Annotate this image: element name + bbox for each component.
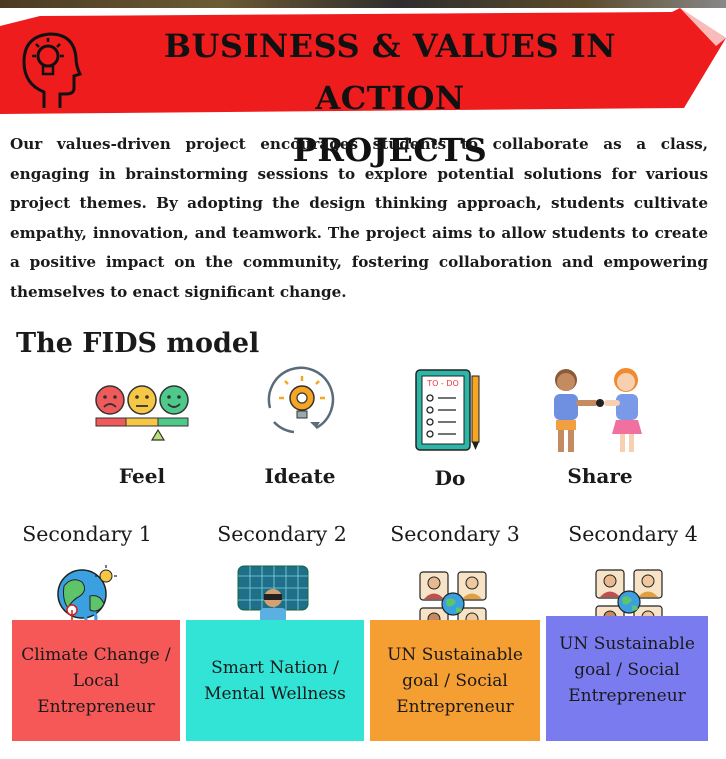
banner-title: BUSINESS & VALUES IN ACTION PROJECTS <box>90 20 690 176</box>
banner-title-line2: PROJECTS <box>292 131 488 169</box>
head-lightbulb-icon <box>22 32 83 108</box>
secondary-2-label: Secondary 2 <box>217 522 347 546</box>
secondary-4-topic-box: UN Sustainable goal / Social Entrepreneu… <box>546 616 708 741</box>
svg-text:TO - DO: TO - DO <box>426 379 459 388</box>
secondary-3-topic-box: UN Sustainable goal / Social Entrepreneu… <box>370 620 540 741</box>
fids-step-do: Do <box>434 466 466 490</box>
vr-person-icon <box>237 565 309 646</box>
banner-title-line1: BUSINESS & VALUES IN ACTION <box>163 27 617 117</box>
children-sharing-icon <box>554 368 642 452</box>
secondary-2-topic-box: Smart Nation / Mental Wellness <box>186 620 364 741</box>
title-banner: BUSINESS & VALUES IN ACTION PROJECTS <box>0 8 726 169</box>
earth-climate-icon <box>57 565 117 627</box>
secondary-4-label: Secondary 4 <box>568 522 698 546</box>
secondary-1-label: Secondary 1 <box>22 522 152 546</box>
fids-model-title: The FIDS model <box>16 328 260 359</box>
secondary-1-topic-box: Climate Change / Local Entrepreneur <box>12 620 180 741</box>
intro-paragraph: Our values-driven project encourages stu… <box>10 135 708 301</box>
secondary-4-topic: UN Sustainable goal / Social Entrepreneu… <box>559 633 695 706</box>
banner-ribbon <box>0 8 726 114</box>
secondary-3-label: Secondary 3 <box>390 522 520 546</box>
emotion-faces-icon <box>95 385 189 441</box>
secondary-1-topic: Climate Change / Local Entrepreneur <box>21 644 171 717</box>
top-photo-strip <box>0 0 726 8</box>
todo-clipboard-icon: TO - DO <box>415 369 480 451</box>
lightbulb-gear-icon <box>267 366 335 434</box>
fids-step-share: Share <box>567 464 633 488</box>
secondary-2-topic: Smart Nation / Mental Wellness <box>204 657 346 704</box>
secondary-3-topic: UN Sustainable goal / Social Entrepreneu… <box>387 644 523 717</box>
fids-step-ideate: Ideate <box>264 464 336 488</box>
fids-step-feel: Feel <box>118 464 166 488</box>
